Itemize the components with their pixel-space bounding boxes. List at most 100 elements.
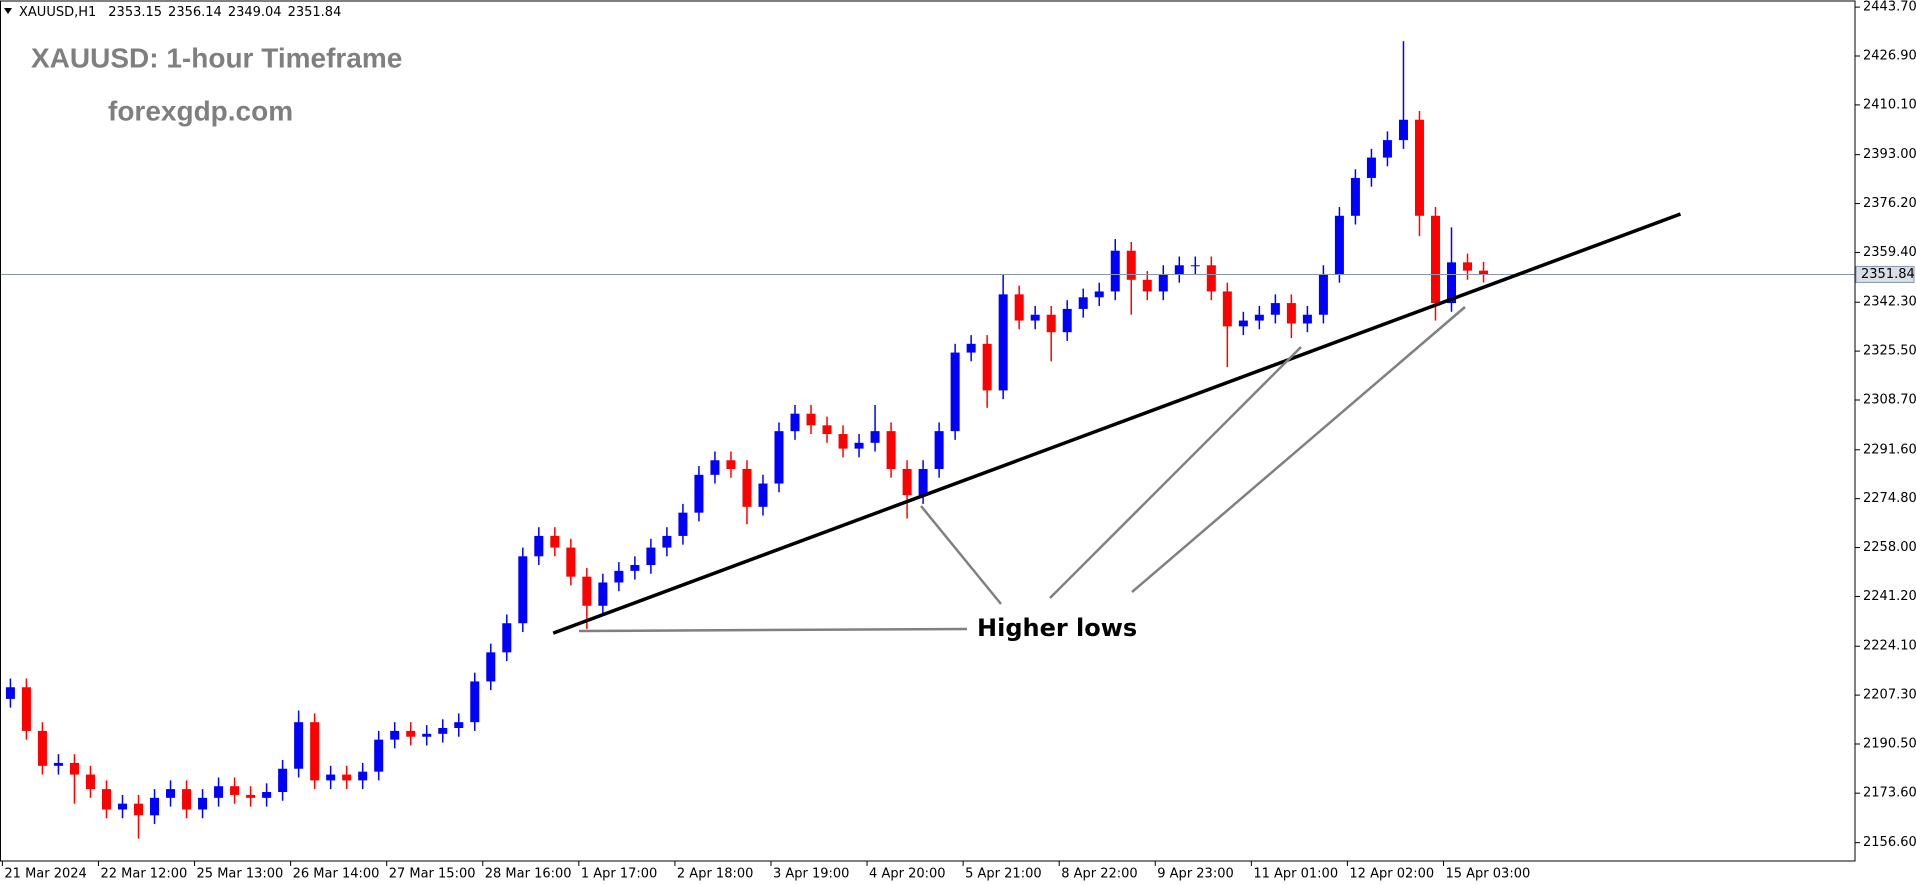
- candle-body: [502, 623, 512, 653]
- candle-body: [1126, 250, 1136, 280]
- y-tick-label: 2426.90: [1863, 49, 1916, 64]
- y-tick-label: 2274.80: [1863, 491, 1916, 506]
- candle-body: [470, 681, 480, 723]
- candle-body: [182, 789, 192, 810]
- candle-body: [726, 460, 736, 469]
- candle-body: [1142, 279, 1152, 292]
- x-tick-label: 9 Apr 23:00: [1157, 867, 1234, 882]
- candle-body: [422, 733, 432, 737]
- y-tick-label: 2325.50: [1863, 344, 1916, 359]
- candle-body: [454, 722, 464, 728]
- header: XAUUSD,H1 2353.15 2356.14 2349.04 2351.84: [19, 5, 341, 20]
- x-tick-label: 22 Mar 12:00: [100, 867, 187, 882]
- candle-body: [1014, 294, 1024, 321]
- candle-body: [1430, 215, 1440, 304]
- candle-body: [150, 797, 160, 816]
- x-tick-label: 12 Apr 02:00: [1349, 867, 1434, 882]
- candle-body: [1062, 308, 1072, 333]
- candle-body: [37, 730, 47, 766]
- x-tick-label: 8 Apr 22:00: [1061, 867, 1138, 882]
- candle-body: [822, 425, 832, 435]
- candle-body: [774, 431, 784, 484]
- candle-body: [326, 774, 336, 781]
- candle-body: [1334, 215, 1344, 274]
- candle-body: [166, 789, 176, 798]
- candle-body: [646, 547, 656, 566]
- x-tick-label: 3 Apr 19:00: [773, 867, 850, 882]
- y-tick-label: 2443.70: [1863, 0, 1916, 15]
- pointers: [578, 306, 1466, 633]
- candle-body: [902, 468, 912, 496]
- candle-body: [358, 771, 368, 781]
- candle-body: [1158, 273, 1168, 292]
- price-tag-label: 2351.84: [1861, 267, 1915, 282]
- chart-subtitle: forexgdp.com: [108, 95, 293, 126]
- candle-body: [1479, 270, 1489, 275]
- x-tick-label: 21 Mar 2024: [4, 867, 86, 882]
- candle-body: [614, 570, 624, 583]
- x-tick-label: 26 Mar 14:00: [293, 867, 380, 882]
- candle-body: [790, 413, 800, 432]
- x-tick-label: 15 Apr 03:00: [1445, 867, 1530, 882]
- candle-body: [438, 727, 448, 734]
- candle-body: [69, 762, 79, 775]
- y-tick-label: 2156.60: [1863, 835, 1916, 850]
- candle-body: [918, 468, 928, 496]
- candle-body: [934, 431, 944, 469]
- candle-body: [534, 535, 544, 557]
- candle-body: [678, 512, 688, 536]
- candle-body: [486, 652, 496, 682]
- candle-body: [134, 803, 144, 816]
- x-tick-label: 1 Apr 17:00: [581, 867, 658, 882]
- trendline: [552, 212, 1682, 635]
- candle-body: [230, 786, 240, 795]
- x-tick-label: 2 Apr 18:00: [677, 867, 754, 882]
- x-tick-label: 27 Mar 15:00: [389, 867, 476, 882]
- candle-body: [710, 460, 720, 475]
- candle-body: [806, 413, 816, 426]
- candle-body: [262, 792, 272, 798]
- x-tick-label: 25 Mar 13:00: [197, 867, 284, 882]
- candle-body: [966, 343, 976, 353]
- candle-body: [85, 774, 95, 790]
- candle-body: [1318, 273, 1328, 315]
- candle-body: [1078, 297, 1088, 309]
- y-tick-label: 2308.70: [1863, 393, 1916, 408]
- y-tick-label: 2173.60: [1863, 786, 1916, 801]
- header-low: 2349.04: [228, 5, 282, 20]
- candle-body: [1030, 314, 1040, 321]
- candle-body: [566, 547, 576, 577]
- plot: [0, 41, 1855, 839]
- candle-body: [1414, 119, 1424, 216]
- candle-body: [870, 431, 880, 443]
- candle-body: [1206, 265, 1216, 292]
- y-tick-label: 2376.20: [1863, 196, 1916, 211]
- candle-body: [998, 294, 1008, 391]
- candle-body: [246, 794, 256, 798]
- candle-body: [21, 687, 31, 731]
- candle-body: [1446, 262, 1456, 304]
- candle-body: [390, 730, 400, 740]
- pointer-line: [578, 627, 968, 633]
- symbol: XAUUSD,H1: [19, 5, 96, 20]
- x-tick-label: 11 Apr 01:00: [1253, 867, 1338, 882]
- header-high: 2356.14: [168, 5, 222, 20]
- candle-body: [294, 722, 304, 769]
- candle-body: [1110, 250, 1120, 292]
- y-tick-label: 2207.30: [1863, 688, 1916, 703]
- candle-body: [1238, 320, 1248, 327]
- y-tick-label: 2241.20: [1863, 589, 1916, 604]
- y-tick-label: 2190.50: [1863, 737, 1916, 752]
- header-open: 2353.15: [108, 5, 162, 20]
- y-tick-label: 2258.00: [1863, 540, 1916, 555]
- candle-body: [598, 582, 608, 606]
- menu-triangle: [4, 8, 12, 14]
- candle-body: [1398, 119, 1408, 141]
- chart-title: XAUUSD: 1-hour Timeframe: [31, 42, 402, 73]
- y-tick-label: 2291.60: [1863, 442, 1916, 457]
- candle-body: [101, 789, 111, 810]
- header-close: 2351.84: [288, 5, 342, 20]
- pointer-line: [1049, 346, 1302, 599]
- y-tick-label: 2410.10: [1863, 97, 1916, 112]
